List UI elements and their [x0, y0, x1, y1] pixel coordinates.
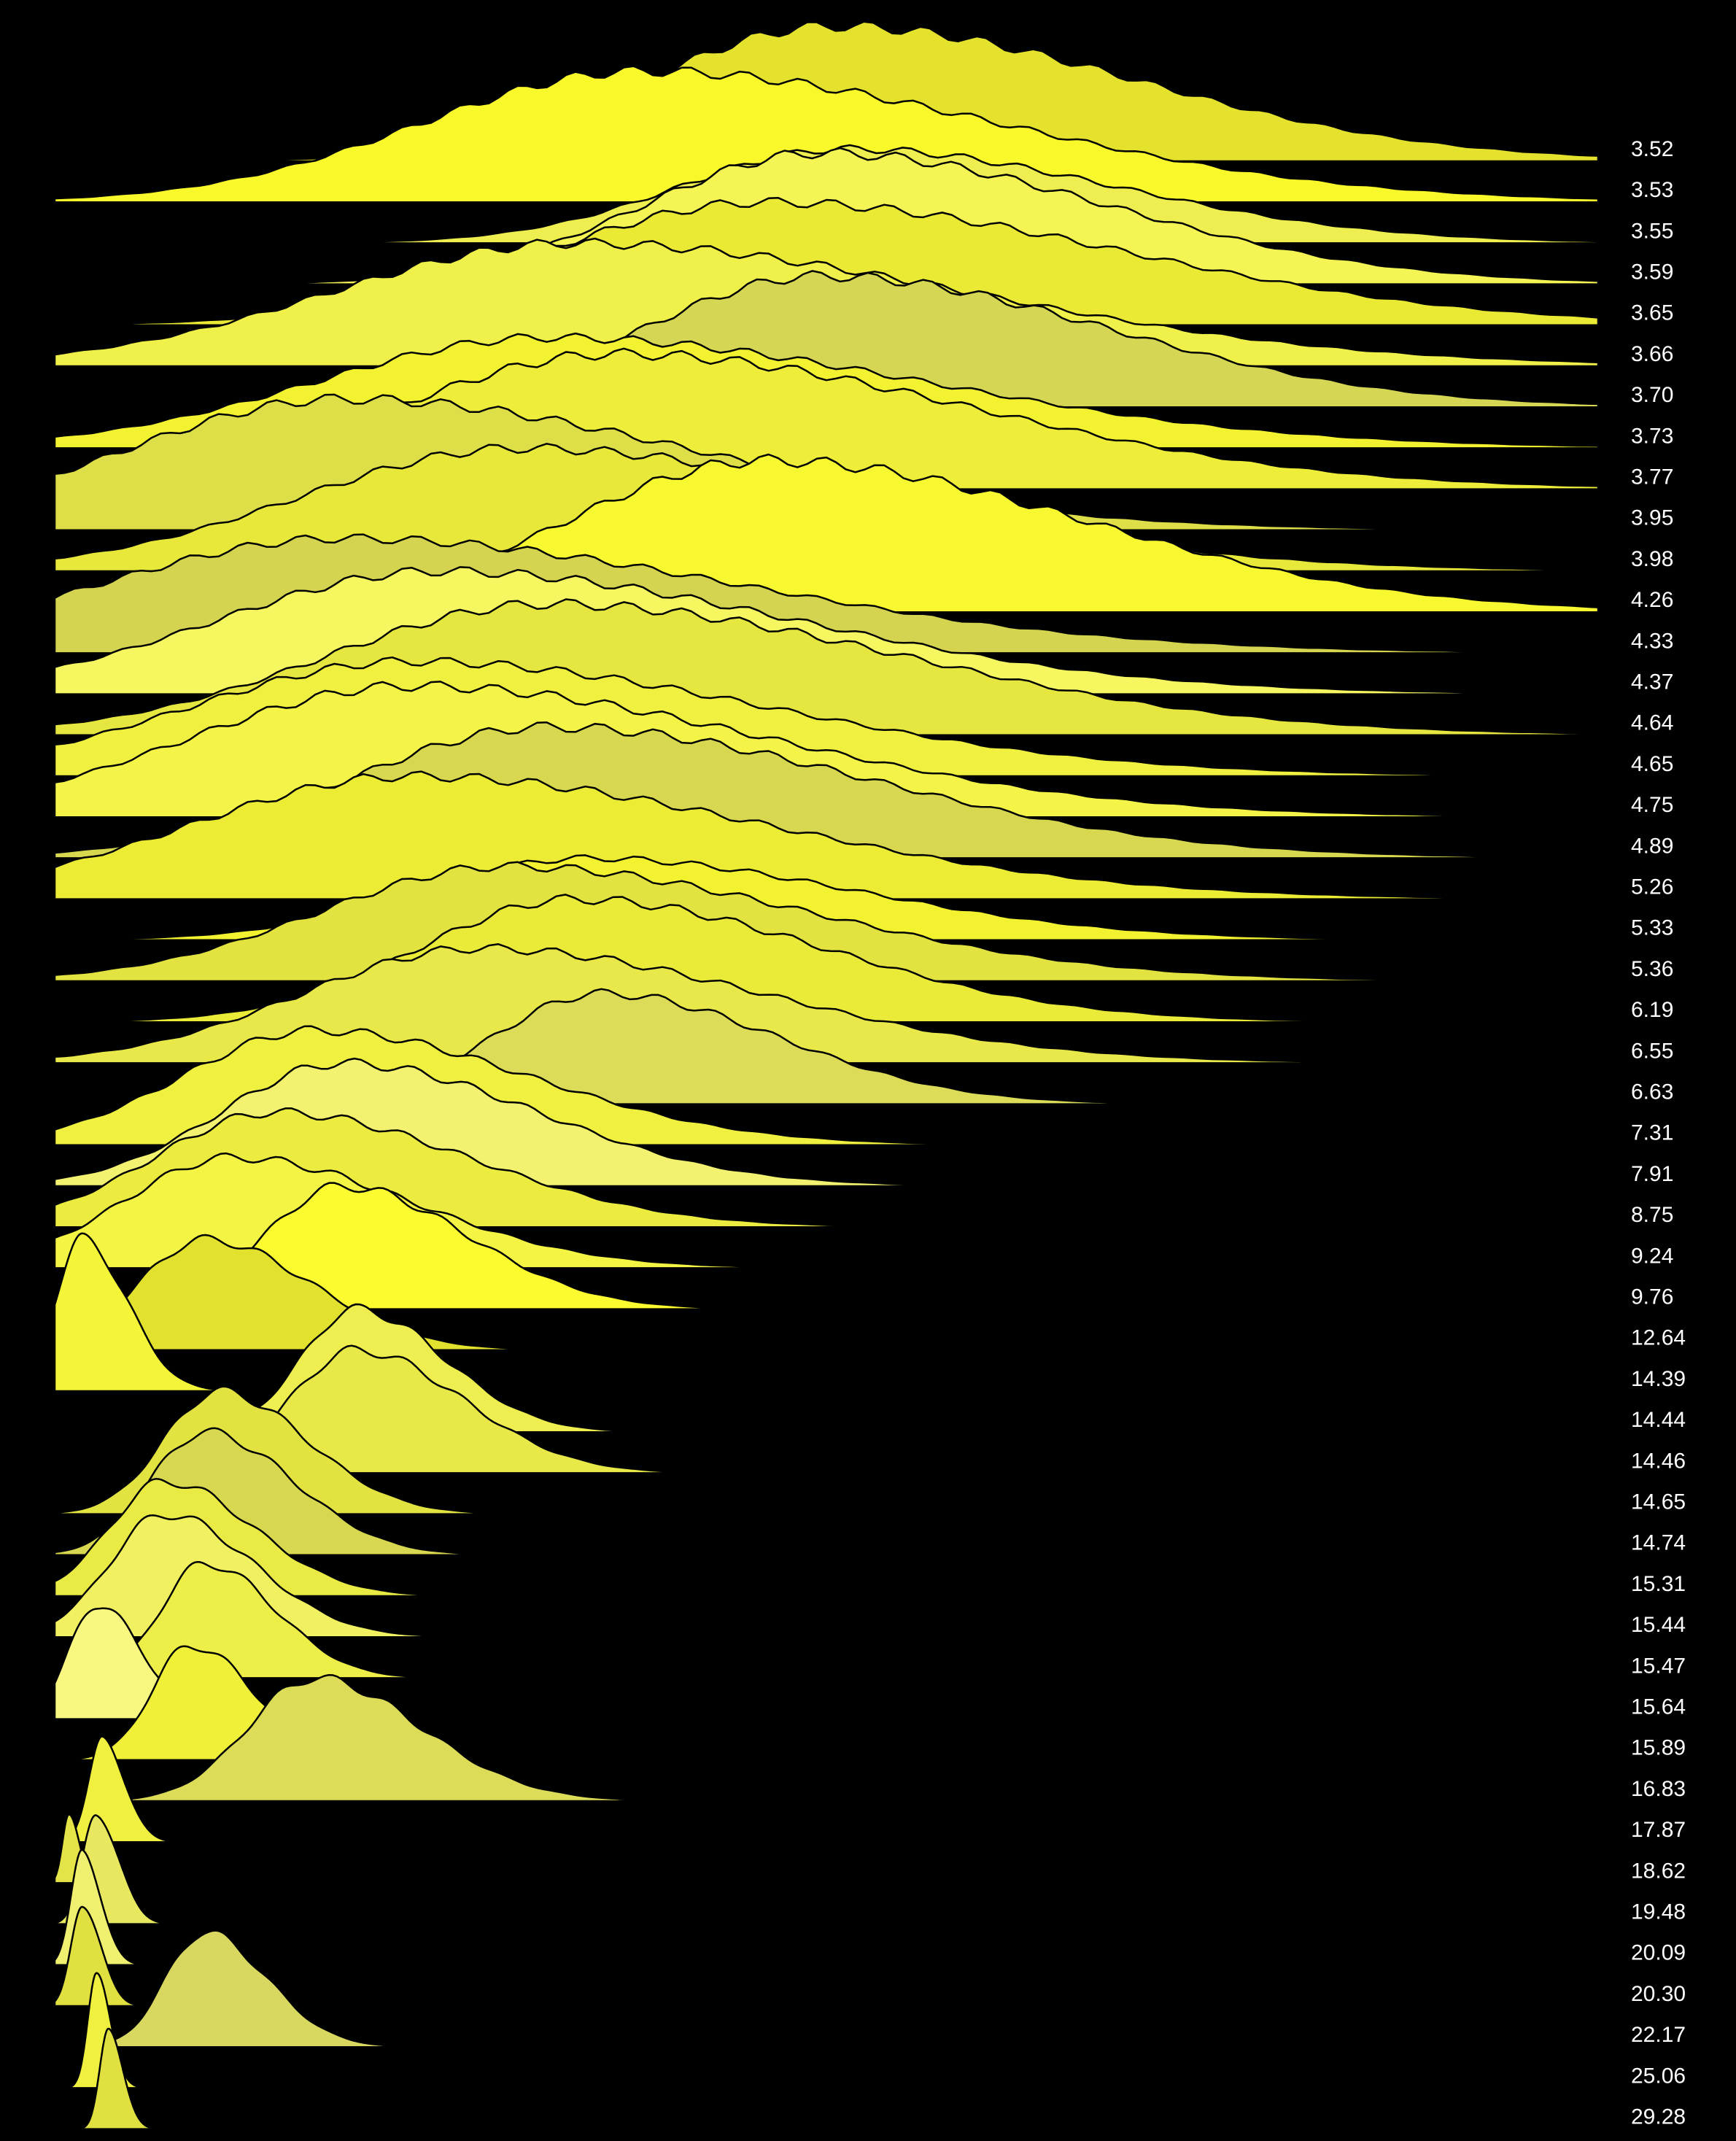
ridge-label: 15.31: [1631, 1572, 1686, 1596]
ridge-label: 3.98: [1631, 547, 1673, 571]
ridge-label: 3.77: [1631, 465, 1673, 489]
ridge-label: 6.19: [1631, 998, 1673, 1022]
ridge-label: 12.64: [1631, 1326, 1686, 1350]
ridge-label: 15.47: [1631, 1654, 1686, 1678]
ridge-label: 18.62: [1631, 1859, 1686, 1883]
ridge-label: 3.59: [1631, 260, 1673, 284]
ridge-label: 6.55: [1631, 1039, 1673, 1063]
ridge-label: 7.31: [1631, 1121, 1673, 1145]
ridge-label: 3.65: [1631, 301, 1673, 325]
ridge: [53, 1234, 631, 1352]
ridge: [53, 65, 1600, 204]
ridge-label: 4.75: [1631, 793, 1673, 817]
ridge-label: 4.65: [1631, 752, 1673, 776]
ridge-label: 25.06: [1631, 2064, 1686, 2088]
ridge-label: 16.83: [1631, 1777, 1686, 1801]
ridge-label: 4.64: [1631, 711, 1673, 735]
ridge-label: 15.64: [1631, 1695, 1686, 1719]
ridge: [53, 943, 1600, 1064]
ridge-label: 3.55: [1631, 219, 1673, 243]
ridge: [53, 1929, 454, 2048]
ridge-label: 14.46: [1631, 1449, 1686, 1473]
ridge-label: 8.75: [1631, 1203, 1673, 1227]
ridge: [53, 770, 1600, 900]
ridge-label: 15.44: [1631, 1613, 1686, 1637]
ridge-label: 5.33: [1631, 916, 1673, 940]
ridge-label: 3.66: [1631, 342, 1673, 366]
ridge-label: 20.30: [1631, 1982, 1686, 2006]
ridge-label: 14.44: [1631, 1408, 1686, 1432]
ridge: [53, 1735, 192, 1843]
ridge-label: 3.73: [1631, 424, 1673, 448]
ridge-label: 14.39: [1631, 1367, 1686, 1391]
ridge-label: 20.09: [1631, 1941, 1686, 1965]
ridge: [53, 1905, 156, 2008]
ridge-label: 14.74: [1631, 1531, 1686, 1555]
ridge-label: 5.36: [1631, 957, 1673, 981]
ridge-label: 4.37: [1631, 670, 1673, 694]
ridge: [73, 2027, 166, 2130]
ridge-label: 9.24: [1631, 1244, 1673, 1268]
ridge-label: 3.70: [1631, 383, 1673, 407]
ridge-label: 4.26: [1631, 588, 1673, 612]
ridge-label: 3.53: [1631, 178, 1673, 202]
ridge-label: 6.63: [1631, 1080, 1673, 1104]
ridge: [53, 1673, 740, 1803]
ridge-label: 4.33: [1631, 629, 1673, 653]
ridge-label: 15.89: [1631, 1736, 1686, 1760]
ridge-label: 3.95: [1631, 506, 1673, 530]
ridge-label: 22.17: [1631, 2023, 1686, 2047]
ridge-label: 7.91: [1631, 1162, 1673, 1186]
ridge-label: 9.76: [1631, 1285, 1673, 1309]
ridge-label: 29.28: [1631, 2105, 1686, 2129]
ridge-label: 19.48: [1631, 1900, 1686, 1924]
ridge-label: 3.52: [1631, 137, 1673, 161]
ridge-label: 4.89: [1631, 834, 1673, 858]
ridge-label: 14.65: [1631, 1490, 1686, 1514]
ridge-label: 17.87: [1631, 1818, 1686, 1842]
ridge-label: 5.26: [1631, 875, 1673, 899]
